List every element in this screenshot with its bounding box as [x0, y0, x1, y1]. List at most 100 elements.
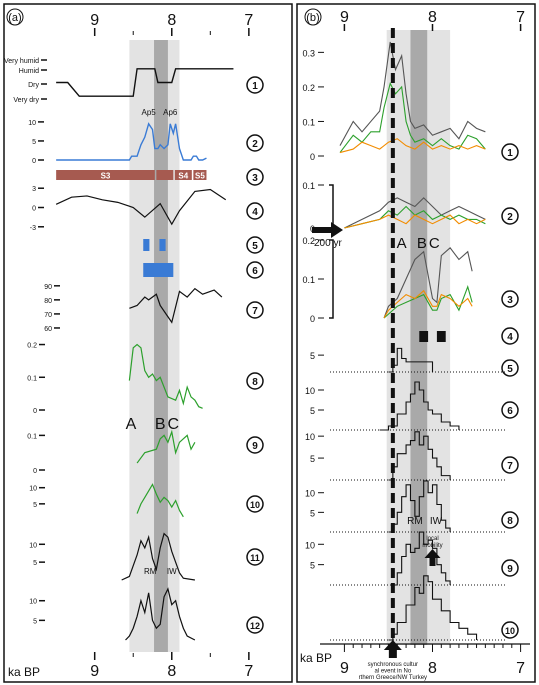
series-line	[128, 343, 203, 409]
bar-segment	[143, 263, 174, 277]
y-tick-label: 3	[32, 186, 36, 193]
panel-label-text: (b)	[306, 12, 319, 24]
x-tick-bottom-9: 9	[90, 663, 99, 680]
phase-label-C: C	[429, 235, 440, 252]
bar-label-S4: S4	[178, 172, 188, 181]
bracket	[329, 184, 334, 229]
row-number-circle	[501, 511, 519, 529]
panel-b-row4: 4	[419, 327, 519, 345]
bar-segment	[156, 170, 174, 180]
series-line	[388, 480, 451, 533]
panel-a-row12: 12 10 5	[29, 587, 264, 641]
panel-a-row9: 900.1	[27, 429, 264, 475]
row-number-label: 3	[507, 295, 513, 306]
caption-line: rthern Greece/NW Turkey	[359, 675, 427, 681]
panel-b-row10: 10	[330, 575, 519, 641]
row-number-label: 5	[252, 241, 258, 252]
row-number-7: 7	[246, 301, 264, 319]
y-tick-label: 10	[29, 542, 37, 549]
row-number-5: 5	[501, 359, 519, 377]
row-number-circle	[246, 202, 264, 220]
y-tick-label: 10	[28, 120, 36, 127]
bar-label-S3: S3	[101, 172, 111, 181]
row-number-label: 8	[507, 516, 513, 527]
row-number-6: 6	[501, 401, 519, 419]
x-tick-top-7: 7	[244, 12, 253, 29]
annotation-IW: IW	[167, 567, 177, 576]
x-tick-top-9: 9	[340, 9, 349, 26]
series-line	[379, 381, 460, 431]
x-tick-bottom-9: 9	[340, 660, 349, 677]
y-tick-label: Very dry	[13, 97, 39, 104]
x-tick-top-9: 9	[90, 12, 99, 29]
panel-label-b: (b)	[304, 8, 322, 26]
row-number-8: 8	[501, 511, 519, 529]
row-number-label: 6	[507, 406, 513, 417]
row-number-12: 12	[246, 616, 264, 634]
row-number-label: 9	[507, 564, 513, 575]
x-tick-top-8: 8	[167, 12, 176, 29]
row-number-circle	[246, 436, 264, 454]
annotation-Ap5: Ap5	[142, 108, 157, 117]
y-tick-label: 5	[310, 351, 315, 361]
row-number-circle	[246, 168, 264, 186]
row-number-label: 10	[250, 500, 260, 510]
panel-a: (a) 9 9 8 8 7 7 ka BP 1 Very humid Humid Dry Very dr…	[3, 3, 293, 683]
phase-label-A: A	[126, 416, 137, 433]
annotation-local-mobility: local mobility	[422, 536, 442, 549]
series-line	[121, 532, 195, 581]
row-number-circle	[246, 495, 264, 513]
panel-a-row10: 10 10 5	[29, 483, 264, 518]
row-number-circle	[501, 143, 519, 161]
annotation-IW: IW	[430, 516, 443, 527]
y-tick-label: 0	[32, 206, 36, 213]
row-number-label: 6	[252, 266, 258, 277]
row-number-circle	[246, 372, 264, 390]
annotation-line: local	[426, 536, 438, 542]
panel-a-row7: 7 90 80 70 60	[44, 284, 264, 333]
row-number-circle	[501, 290, 519, 308]
panel-b-row1: 1 0.3 0.2 0.1 0	[302, 41, 519, 162]
band-dark	[410, 30, 428, 645]
row-number-1: 1	[501, 143, 519, 161]
y-tick-label: 10	[305, 489, 315, 499]
row-number-3: 3	[501, 290, 519, 308]
row-number-11: 11	[246, 548, 264, 566]
y-tick-label: 0.1	[302, 275, 315, 285]
y-tick-label: 0.1	[27, 433, 37, 440]
row-number-label: 7	[507, 461, 513, 472]
annotation-RM: RM	[144, 567, 157, 576]
phase-label-B: B	[155, 416, 166, 433]
series-line	[344, 214, 486, 229]
row-number-circle	[246, 134, 264, 152]
y-tick-label: -3	[30, 225, 36, 232]
y-tick-label: 0.2	[27, 343, 37, 350]
phase-label-A: A	[397, 235, 407, 252]
x-tick-top-7: 7	[516, 9, 525, 26]
panel-a-row11: 11 10 5 RM IW	[29, 532, 264, 581]
annotation-Ap6: Ap6	[163, 108, 178, 117]
y-tick-label: 10	[29, 599, 37, 606]
row-number-10: 10	[246, 495, 264, 513]
bar-segment	[193, 170, 207, 180]
y-tick-label: 60	[44, 326, 52, 333]
bar-segment	[159, 239, 166, 251]
series-line	[339, 81, 486, 153]
y-tick-label: 0.1	[302, 181, 315, 191]
bar-segment	[419, 331, 429, 342]
series-line	[344, 205, 486, 229]
y-tick-label: 10	[305, 540, 315, 550]
row-number-circle	[246, 301, 264, 319]
panel-a-row5: 5	[143, 236, 264, 254]
row-number-label: 10	[505, 626, 515, 636]
row-number-label: 4	[252, 207, 258, 218]
panel-label-circle	[6, 8, 24, 26]
row-number-3: 3	[246, 168, 264, 186]
row-number-circle	[246, 616, 264, 634]
series-line	[388, 431, 451, 481]
y-tick-label: 0	[33, 468, 37, 475]
series-line	[136, 483, 184, 518]
row-number-circle	[501, 359, 519, 377]
row-number-circle	[501, 327, 519, 345]
